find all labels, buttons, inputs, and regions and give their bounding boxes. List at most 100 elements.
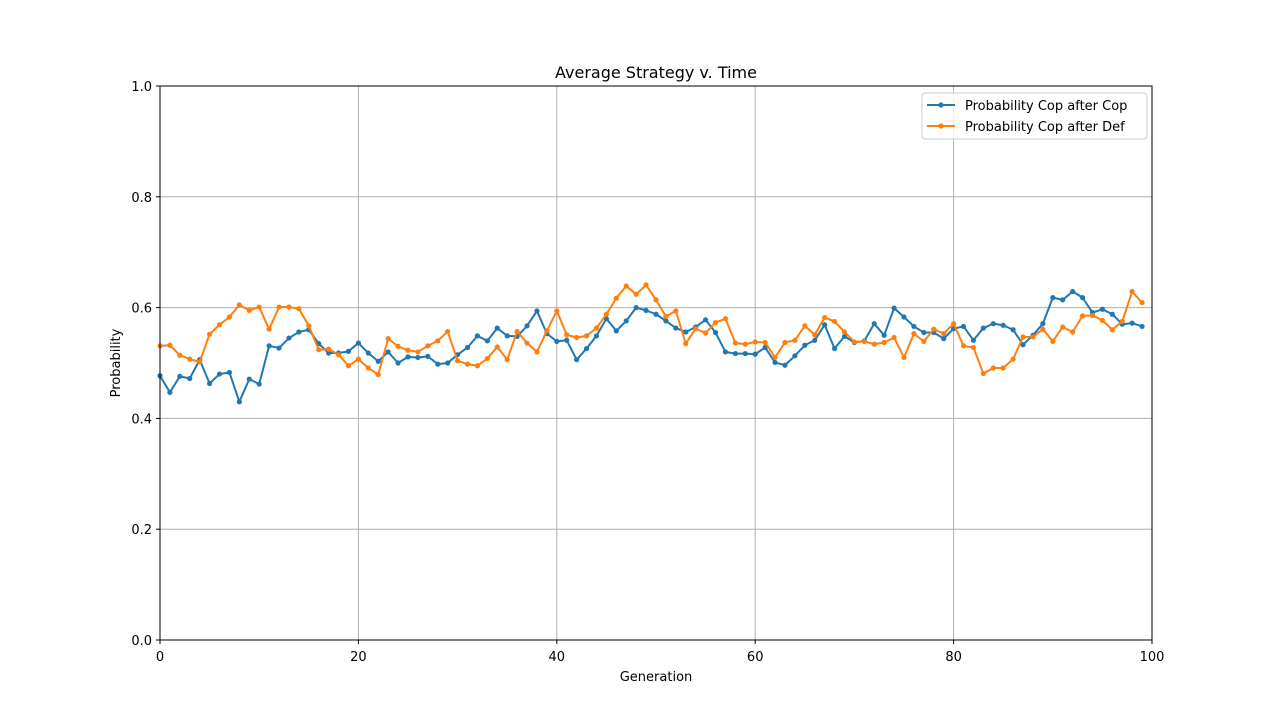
data-point xyxy=(187,356,193,362)
data-point xyxy=(722,316,729,322)
data-point xyxy=(1050,295,1056,301)
data-point xyxy=(524,323,530,329)
data-point xyxy=(1139,323,1145,330)
data-point xyxy=(385,349,391,355)
data-point xyxy=(1060,324,1066,330)
data-point xyxy=(643,307,649,313)
data-point xyxy=(534,308,540,314)
data-point xyxy=(504,333,510,339)
data-point xyxy=(1099,306,1105,312)
data-point xyxy=(395,343,401,349)
data-point xyxy=(752,339,758,345)
data-point xyxy=(871,341,877,347)
series-2 xyxy=(157,282,1145,378)
data-point xyxy=(593,333,600,339)
y-tick-label: 1.0 xyxy=(131,80,152,95)
data-point xyxy=(960,323,967,330)
data-point xyxy=(534,349,540,355)
data-point xyxy=(931,326,937,332)
data-point xyxy=(177,352,183,358)
data-point xyxy=(276,345,282,351)
data-point xyxy=(831,345,838,352)
data-point xyxy=(286,304,292,310)
data-point xyxy=(772,354,778,361)
data-point xyxy=(1050,338,1056,344)
data-point xyxy=(276,304,282,310)
series-line xyxy=(159,283,1143,376)
data-point xyxy=(1119,318,1125,325)
data-point xyxy=(504,357,510,363)
data-point xyxy=(1079,313,1086,319)
legend-swatch-marker xyxy=(938,102,944,108)
data-point xyxy=(355,340,361,346)
data-point xyxy=(633,291,639,297)
data-point xyxy=(226,314,233,320)
data-point xyxy=(990,321,996,327)
data-point xyxy=(841,329,848,335)
data-point xyxy=(970,344,977,351)
data-point xyxy=(941,331,947,337)
data-point xyxy=(345,348,352,354)
x-tick-label: 80 xyxy=(945,650,962,665)
data-point xyxy=(653,311,659,317)
y-tick-label: 0.0 xyxy=(131,634,152,649)
data-point xyxy=(207,331,213,337)
data-point xyxy=(891,334,897,341)
data-point xyxy=(960,343,967,349)
y-tick-label: 0.2 xyxy=(131,523,152,538)
series-group xyxy=(157,282,1145,405)
data-point xyxy=(1139,300,1145,306)
legend-item: Probability Cop after Cop xyxy=(927,99,1127,114)
y-tick-label: 0.6 xyxy=(131,302,152,317)
data-point xyxy=(564,337,570,343)
data-point xyxy=(1000,365,1006,371)
data-point xyxy=(435,338,441,344)
data-point xyxy=(226,369,233,376)
data-point xyxy=(216,371,223,377)
data-point xyxy=(822,314,828,321)
y-tick-label: 0.8 xyxy=(131,191,152,206)
data-point xyxy=(921,338,927,344)
data-point xyxy=(851,339,858,345)
data-point xyxy=(1129,320,1135,326)
data-point xyxy=(583,345,590,352)
data-point xyxy=(653,297,659,303)
data-point xyxy=(296,329,302,335)
data-point xyxy=(772,359,778,366)
data-point xyxy=(494,325,500,331)
data-point xyxy=(623,318,629,324)
data-point xyxy=(405,347,411,353)
plot-frame xyxy=(159,85,1153,641)
data-point xyxy=(1109,327,1115,333)
data-point xyxy=(425,343,431,349)
data-point xyxy=(474,333,481,339)
data-point xyxy=(266,326,272,332)
data-point xyxy=(802,342,808,348)
data-point xyxy=(236,302,242,308)
data-point xyxy=(613,295,619,301)
data-point xyxy=(554,308,560,314)
data-point xyxy=(891,305,897,311)
data-point xyxy=(1060,297,1066,303)
data-point xyxy=(266,343,272,349)
data-point xyxy=(1010,356,1016,362)
data-point xyxy=(455,358,461,364)
data-point xyxy=(881,339,887,346)
y-axis-label: Probability xyxy=(109,328,124,397)
data-point xyxy=(593,325,600,331)
data-point xyxy=(494,344,500,350)
data-point xyxy=(375,358,381,364)
data-point xyxy=(1129,288,1135,295)
data-point xyxy=(841,333,848,340)
data-point xyxy=(683,341,689,347)
data-point xyxy=(326,346,332,352)
data-point xyxy=(464,361,471,367)
data-point xyxy=(464,344,471,351)
data-point xyxy=(365,350,371,356)
data-point xyxy=(256,381,262,387)
data-point xyxy=(514,328,520,335)
data-point xyxy=(1070,329,1076,335)
data-point xyxy=(177,373,183,379)
data-point xyxy=(623,283,629,289)
data-point xyxy=(792,353,798,359)
